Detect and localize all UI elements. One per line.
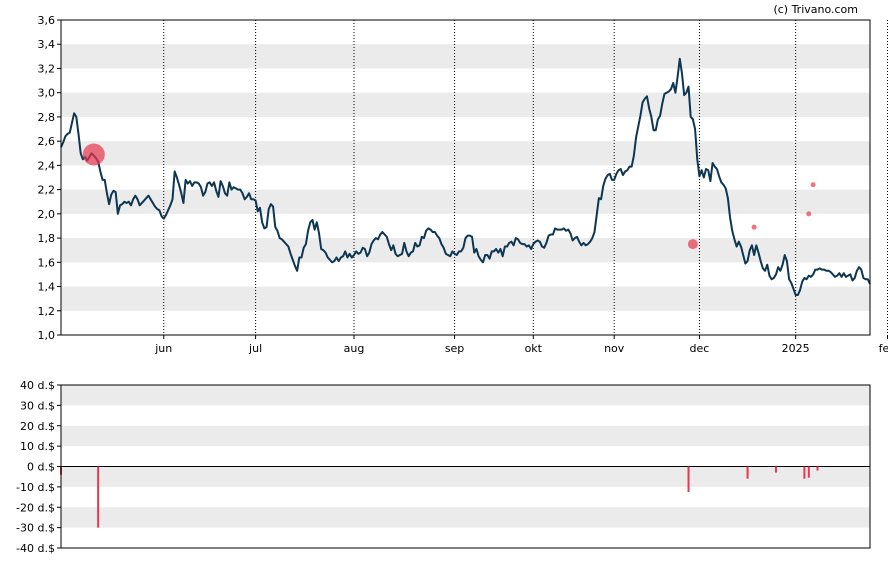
price-panel: junjulaugsepoktnovdec2025febmrtapr1,01,2… [38,14,888,355]
x-tick-label: nov [604,342,625,355]
y-tick-label: 1,0 [38,329,56,342]
price-band [61,44,870,69]
price-band [61,286,870,311]
price-band [61,141,870,166]
y-tick-label: 1,2 [38,305,56,318]
x-tick-label: aug [344,342,365,355]
transaction-marker [810,182,816,188]
transaction-marker [751,224,757,230]
price-band [61,92,870,117]
y-tick-label: 2,8 [38,111,56,124]
insider-bar [687,466,690,492]
y-tick-label: 3,0 [38,87,56,100]
x-tick-label: dec [690,342,710,355]
transaction-marker [806,211,812,217]
price-line [60,57,871,297]
x-tick-label: okt [525,342,543,355]
x-tick-label: jun [154,342,172,355]
y-tick-label: 1,6 [38,256,56,269]
x-tick-label: 2025 [782,342,810,355]
y-tick-label: 1,8 [38,232,56,245]
insider-bar [807,466,810,478]
insider-bar [816,466,819,471]
price-frame [60,19,871,336]
x-tick-label: jul [248,342,262,355]
y-tick-label: 3,6 [38,14,56,27]
insider-frame [60,384,871,549]
y-tick-label: 2,0 [38,208,56,221]
transaction-marker [82,143,105,166]
y-tick-label: 10 d.$ [20,440,55,453]
insider-bar [97,466,100,528]
y-tick-label: 30 d.$ [20,399,55,412]
insider-band [61,466,870,487]
y-tick-label: 2,4 [38,159,56,172]
insider-bar [803,466,806,479]
insider-band [61,385,870,406]
insider-panel: 40 d.$ 30 d.$ 20 d.$ 10 d.$ 0 d.$ -10 d.$ -20 … [16,379,871,555]
y-tick-label: -40 d.$ [16,542,55,555]
y-tick-label: -30 d.$ [16,522,55,535]
y-tick-label: 2,2 [38,184,56,197]
y-tick-label: -10 d.$ [16,481,55,494]
y-tick-label: 0 d.$ [27,461,55,474]
y-tick-label: -20 d.$ [16,501,55,514]
y-tick-label: 3,4 [38,38,56,51]
y-tick-label: 1,4 [38,281,56,294]
insider-band [61,507,870,528]
y-tick-label: 20 d.$ [20,420,55,433]
y-tick-label: 40 d.$ [20,379,55,392]
x-tick-label: sep [445,342,464,355]
price-band [61,189,870,214]
y-tick-label: 3,2 [38,62,56,75]
copyright-label: (c) Trivano.com [773,3,858,16]
x-tick-label: feb [879,342,888,355]
transaction-marker [687,239,698,250]
insider-bar [746,466,749,479]
insider-band [61,425,870,447]
y-tick-label: 2,6 [38,135,56,148]
insider-bar [774,466,777,473]
